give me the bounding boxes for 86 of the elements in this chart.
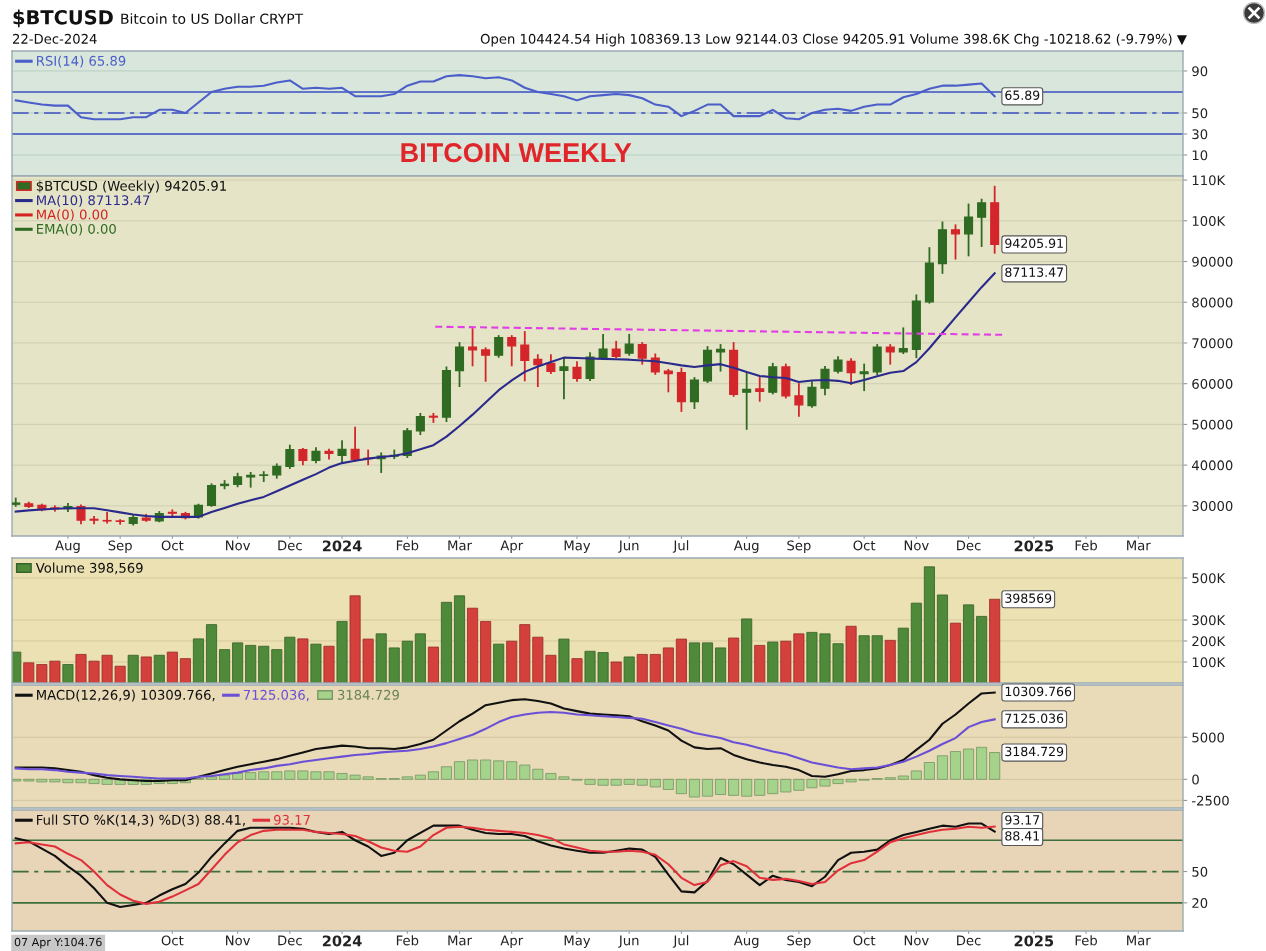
annotation: 398569	[1005, 593, 1052, 603]
legend-label: MACD(12,26,9) 10309.766,	[37, 689, 215, 702]
x-tick-label: Feb	[1075, 540, 1097, 551]
x-tick-label: Sep	[787, 935, 811, 948]
annotation: 10309.766	[1005, 686, 1072, 697]
x-tick-label: Jul	[672, 540, 689, 553]
y-tick-label: 200K	[1192, 636, 1226, 647]
x-tick-label: Mar	[448, 935, 472, 946]
x-tick-label: Sep	[108, 540, 132, 553]
text: 22-Dec-2024	[12, 33, 97, 44]
legend-label: 93.17	[274, 814, 310, 825]
x-tick-label: Apr	[500, 935, 524, 948]
y-tick-label: 0	[1192, 774, 1199, 785]
legend-label: 3184.729	[337, 689, 399, 700]
x-tick-label: Oct	[161, 935, 184, 946]
annotation: 87113.47	[1005, 267, 1063, 277]
x-tick-label: Mar	[1127, 935, 1151, 946]
y-tick-label: 110K	[1192, 175, 1226, 186]
text: Open 104424.54 High 108369.13 Low 92144.03 Close 94205.91 Volume 398.6K Chg -10218.62 (-9.79%) ▼	[480, 33, 1187, 47]
x-tick-label: Feb	[396, 540, 419, 551]
annotation: 65.89	[1005, 90, 1040, 100]
x-tick-label: Aug	[733, 540, 759, 553]
y-tick-label: 90000	[1192, 256, 1233, 267]
x-tick-label: Nov	[904, 935, 929, 946]
y-tick-label: 50	[1192, 866, 1208, 877]
x-tick-label: 2024	[322, 935, 362, 947]
annotation: 88.41	[1005, 831, 1040, 841]
y-tick-label: -2500	[1191, 795, 1229, 806]
y-tick-label: 30	[1192, 129, 1208, 140]
legend-label: 7125.036,	[243, 689, 309, 702]
x-tick-label: 2025	[1014, 540, 1054, 552]
x-tick-label: Feb	[396, 935, 419, 946]
x-tick-label: Dec	[957, 935, 981, 946]
annotation: 94205.91	[1005, 238, 1063, 249]
x-tick-label: Jul	[672, 935, 689, 948]
legend-label: MA(10) 87113.47	[37, 194, 150, 207]
x-tick-label: Nov	[904, 540, 929, 551]
annotation: BITCOIN WEEKLY	[401, 143, 632, 163]
y-tick-label: 100K	[1192, 657, 1226, 668]
x-tick-label: Dec	[278, 935, 302, 946]
y-tick-label: 90	[1192, 66, 1208, 77]
y-tick-label: 30000	[1192, 501, 1233, 512]
x-tick-label: Jun	[618, 935, 639, 948]
y-tick-label: 500K	[1192, 573, 1226, 584]
y-tick-label: 5000	[1192, 732, 1225, 743]
x-tick-label: 2024	[322, 540, 362, 552]
x-tick-label: May	[564, 935, 591, 948]
x-tick-label: Feb	[1075, 935, 1097, 946]
x-tick-label: Dec	[957, 540, 981, 551]
x-tick-label: Mar	[448, 540, 472, 551]
x-tick-label: May	[564, 540, 591, 553]
x-tick-label: Nov	[226, 935, 251, 946]
legend-label: Full STO %K(14,3) %D(3) 88.41,	[37, 814, 245, 827]
chart-subtitle: Bitcoin to US Dollar CRYPT	[121, 13, 304, 25]
x-tick-label: Oct	[161, 540, 184, 551]
y-tick-label: 70000	[1192, 338, 1233, 349]
y-tick-label: 60000	[1192, 378, 1233, 389]
legend-label: RSI(14) 65.89	[37, 55, 126, 68]
annotation: 93.17	[1005, 815, 1040, 825]
chart-title: $BTCUSD	[13, 9, 113, 28]
x-tick-label: Mar	[1127, 540, 1151, 551]
legend-label: $BTCUSD (Weekly) 94205.91	[36, 180, 226, 194]
y-tick-label: 100K	[1192, 216, 1226, 226]
y-tick-label: 20	[1192, 898, 1208, 909]
x-tick-label: Oct	[853, 935, 876, 946]
y-tick-label: 50000	[1192, 419, 1233, 430]
text: 07 Apr Y:104.76	[14, 937, 102, 949]
legend-label: Volume 398,569	[35, 562, 143, 575]
x-tick-label: Aug	[733, 935, 759, 948]
x-tick-label: 2025	[1014, 935, 1054, 947]
y-tick-label: 80000	[1192, 297, 1233, 308]
x-tick-label: Oct	[853, 540, 876, 551]
x-tick-label: Apr	[500, 540, 524, 553]
legend-label: MA(0) 0.00	[37, 209, 108, 222]
x-tick-label: Nov	[226, 540, 251, 551]
x-tick-label: Jun	[618, 540, 639, 553]
y-tick-label: 10	[1192, 150, 1208, 161]
legend-label: EMA(0) 0.00	[37, 223, 116, 236]
y-tick-label: 50	[1192, 108, 1208, 119]
y-tick-label: 40000	[1191, 460, 1233, 471]
x-tick-label: Aug	[55, 540, 80, 553]
x-tick-label: Dec	[278, 540, 302, 551]
y-tick-label: 300K	[1192, 615, 1226, 626]
annotation: 7125.036	[1005, 713, 1064, 723]
annotation: 3184.729	[1005, 746, 1064, 757]
x-tick-label: Sep	[787, 540, 811, 553]
